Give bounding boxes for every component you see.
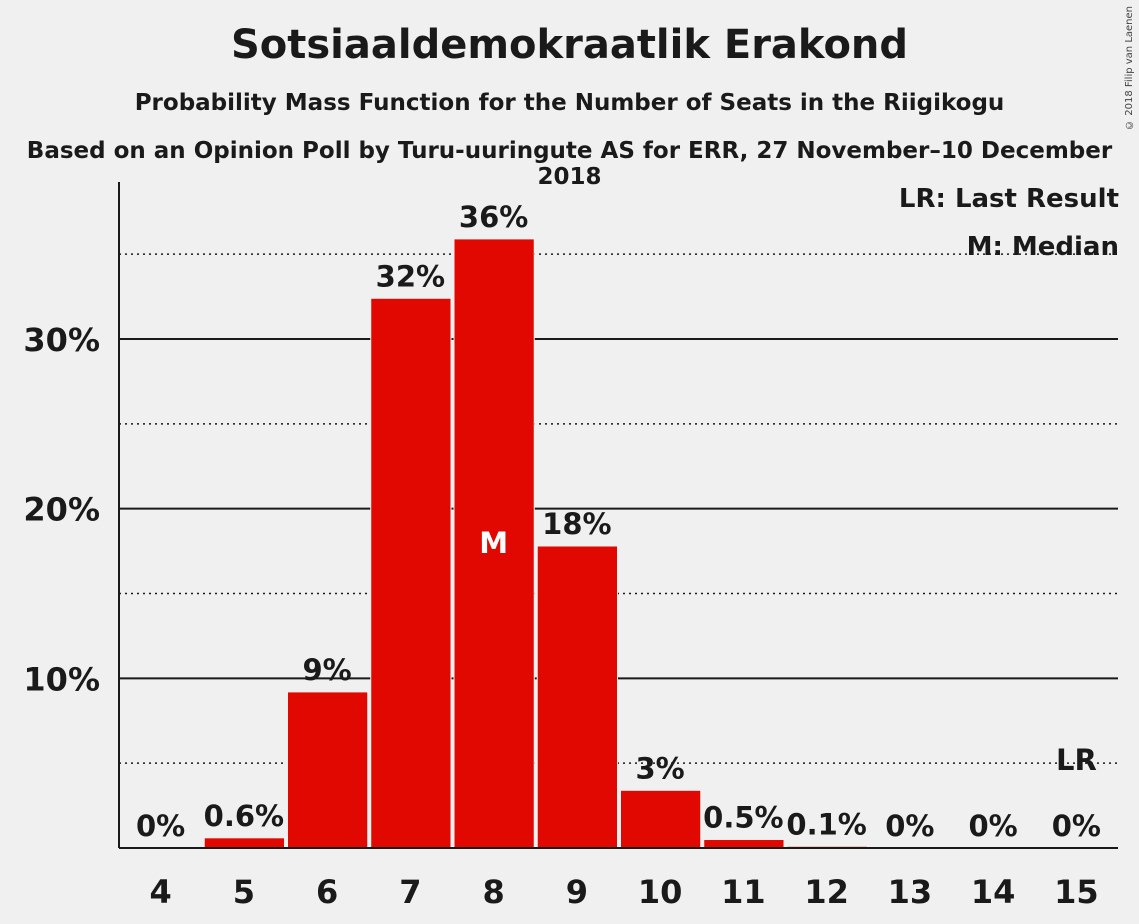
y-tick-label: 20%	[23, 491, 100, 529]
x-tick-label: 14	[971, 873, 1016, 911]
x-tick-label: 13	[888, 873, 933, 911]
bar	[203, 837, 285, 849]
chart-title: Sotsiaaldemokraatlik Erakond	[230, 22, 909, 68]
x-tick-label: 12	[804, 873, 849, 911]
last-result-marker: LR	[1056, 743, 1097, 777]
data-label: 0.6%	[204, 799, 284, 833]
median-marker: M	[479, 526, 508, 560]
x-tick-label: 8	[482, 873, 504, 911]
chart-source-note: Based on an Opinion Poll by Turu-uuringu…	[26, 138, 1113, 190]
x-tick-label: 10	[638, 873, 683, 911]
data-label: 0%	[885, 809, 934, 843]
bar	[453, 238, 535, 849]
bar	[703, 839, 785, 849]
bar	[287, 691, 369, 849]
x-tick-label: 7	[399, 873, 421, 911]
data-label: 18%	[542, 507, 611, 541]
data-label: 0%	[969, 809, 1018, 843]
legend-median: M: Median	[966, 232, 1119, 262]
data-label: 0%	[1052, 809, 1101, 843]
y-tick-label: 30%	[23, 321, 100, 359]
x-tick-label: 9	[566, 873, 588, 911]
x-tick-label: 5	[233, 873, 255, 911]
x-tick-label: 11	[721, 873, 766, 911]
x-tick-label: 6	[316, 873, 338, 911]
data-label: 32%	[376, 259, 445, 293]
data-label: 0%	[136, 809, 185, 843]
data-label: 9%	[303, 653, 352, 687]
bar	[370, 297, 452, 849]
y-tick-label: 10%	[23, 660, 100, 698]
data-label: 0.1%	[786, 807, 866, 841]
data-label: 3%	[636, 751, 685, 785]
bar	[536, 545, 618, 849]
bar	[620, 789, 702, 849]
chart-subtitle: Probability Mass Function for the Number…	[134, 90, 1005, 116]
data-label: 0.5%	[703, 801, 783, 835]
legend-last-result: LR: Last Result	[898, 184, 1119, 214]
x-tick-label: 4	[149, 873, 171, 911]
data-label: 36%	[459, 200, 528, 234]
x-tick-label: 15	[1054, 873, 1099, 911]
